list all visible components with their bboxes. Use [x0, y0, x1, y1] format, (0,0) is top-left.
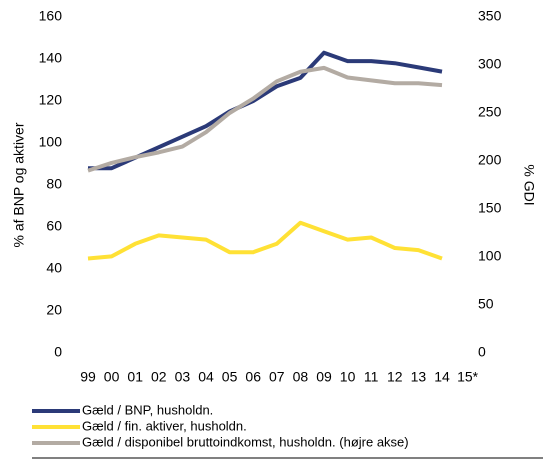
x-tick-label: 06 [245, 369, 261, 385]
y-tick-label: 140 [39, 50, 63, 66]
y2-tick-label: 300 [478, 56, 502, 72]
y-tick-label: 160 [39, 8, 63, 24]
y-tick-label: 0 [54, 344, 62, 360]
y-tick-label: 60 [46, 218, 62, 234]
y2-tick-label: 350 [478, 8, 502, 24]
y-tick-label: 120 [39, 92, 63, 108]
y-tick-label: 40 [46, 260, 62, 276]
x-tick-label: 99 [80, 369, 96, 385]
x-tick-label: 07 [269, 369, 285, 385]
x-tick-label: 14 [434, 369, 450, 385]
x-tick-label: 00 [104, 369, 120, 385]
y2-tick-label: 0 [478, 344, 486, 360]
line-series [87, 220, 443, 261]
x-tick-label: 12 [387, 369, 403, 385]
y-axis-label: % af BNP og aktiver [11, 122, 27, 247]
legend-label: Gæld / BNP, husholdn. [82, 402, 213, 417]
x-tick-label: 11 [364, 369, 379, 385]
legend-label: Gæld / fin. aktiver, husholdn. [82, 418, 247, 433]
x-tick-label: 04 [198, 369, 214, 385]
x-tick-label: 09 [316, 369, 332, 385]
y2-tick-label: 50 [478, 296, 494, 312]
y2-tick-label: 250 [478, 104, 502, 120]
line-series [88, 50, 443, 171]
x-tick-label: 01 [127, 369, 143, 385]
y2-tick-label: 100 [478, 248, 502, 264]
legend-label: Gæld / disponibel bruttoindkomst, hushol… [82, 434, 409, 449]
x-tick-label: 05 [222, 369, 238, 385]
line-series [87, 65, 443, 173]
x-tick-label: 03 [175, 369, 191, 385]
x-tick-label: 08 [293, 369, 309, 385]
x-tick-label: 10 [340, 369, 356, 385]
x-tick-label: 13 [411, 369, 427, 385]
y2-axis-label: % GDI [521, 164, 537, 205]
y-tick-label: 20 [46, 302, 62, 318]
x-tick-label: 02 [151, 369, 167, 385]
y-tick-label: 80 [46, 176, 62, 192]
x-tick-label: 15* [457, 369, 479, 385]
y2-tick-label: 150 [478, 200, 502, 216]
y2-tick-label: 200 [478, 152, 502, 168]
y-tick-label: 100 [39, 134, 63, 150]
